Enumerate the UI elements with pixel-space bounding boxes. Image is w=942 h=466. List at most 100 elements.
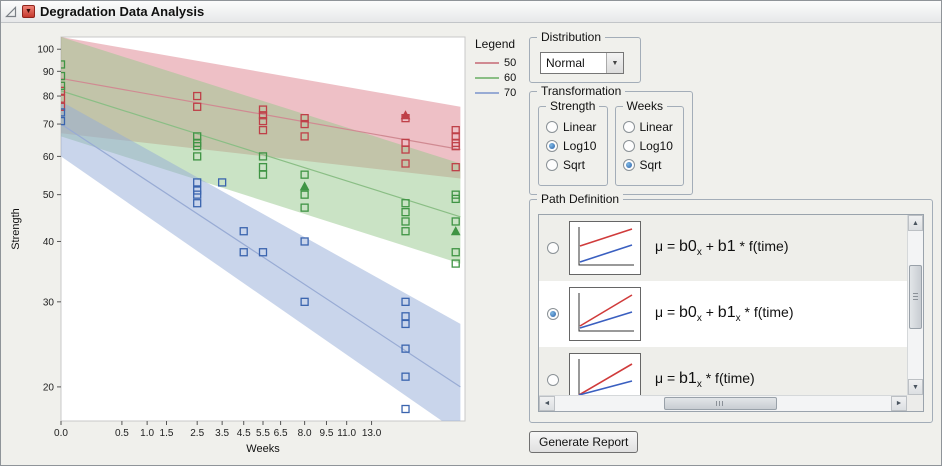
formula-term: + xyxy=(701,237,718,254)
data-point[interactable] xyxy=(300,237,309,246)
data-point[interactable] xyxy=(451,190,460,199)
path-option-3[interactable]: μ = b1x * f(time) xyxy=(539,347,907,395)
page-title: Degradation Data Analysis xyxy=(40,4,205,19)
x-tick-label: 1.0 xyxy=(140,428,154,439)
y-tick-label: 60 xyxy=(43,152,55,163)
data-point[interactable] xyxy=(401,319,410,329)
data-point[interactable] xyxy=(193,91,202,101)
radio-weeks-linear[interactable]: Linear xyxy=(616,117,684,136)
data-point[interactable] xyxy=(401,344,410,353)
data-point[interactable] xyxy=(58,94,66,103)
hscroll-thumb[interactable] xyxy=(664,397,777,410)
radio-strength-linear[interactable]: Linear xyxy=(539,117,607,136)
strength-vs-weeks-plot[interactable]: 0.0 0.5 1.0 1.5 2.5 3.5 4.5 5.5 6.5 8.0 9.5 11.0 13.… xyxy=(5,25,475,466)
formula-term: * f(time) xyxy=(701,369,755,386)
data-point[interactable] xyxy=(258,111,268,120)
vscroll-thumb[interactable] xyxy=(909,265,922,329)
data-point[interactable] xyxy=(401,145,410,154)
data-point[interactable] xyxy=(258,105,268,114)
scroll-right-button[interactable]: ► xyxy=(891,396,907,411)
scroll-up-button[interactable]: ▲ xyxy=(908,215,923,231)
data-point[interactable] xyxy=(401,372,410,381)
data-point[interactable] xyxy=(193,190,202,199)
radio-label: Sqrt xyxy=(563,157,586,172)
data-point[interactable] xyxy=(258,170,268,179)
disclosure-triangle-icon[interactable] xyxy=(5,5,17,18)
data-point[interactable] xyxy=(193,152,202,161)
data-point[interactable] xyxy=(58,60,66,69)
data-point[interactable] xyxy=(401,297,410,306)
data-point[interactable] xyxy=(58,102,66,111)
path-option-rows: μ = b0x + b1 * f(time) μ = b0x + b1x * f(… xyxy=(539,215,907,395)
vertical-scrollbar[interactable]: ▲ ▼ xyxy=(907,215,923,395)
data-point[interactable] xyxy=(258,116,268,126)
data-point[interactable] xyxy=(451,248,460,257)
data-point[interactable] xyxy=(300,297,309,306)
data-point[interactable] xyxy=(193,199,202,208)
radio-button-icon xyxy=(546,139,558,152)
data-point[interactable] xyxy=(58,116,66,126)
data-point[interactable] xyxy=(451,142,460,151)
formula-subscript: x xyxy=(696,379,702,391)
path-option-1[interactable]: μ = b0x + b1 * f(time) xyxy=(539,215,907,281)
red-triangle-menu-button[interactable]: ▼ xyxy=(22,5,35,18)
data-point[interactable] xyxy=(58,81,66,90)
data-point[interactable] xyxy=(193,186,202,195)
data-point[interactable] xyxy=(401,227,410,236)
data-point[interactable] xyxy=(401,159,410,168)
generate-report-button[interactable]: Generate Report xyxy=(529,431,639,453)
data-point[interactable] xyxy=(401,113,410,123)
data-point[interactable] xyxy=(300,190,309,199)
legend-entry: 50 xyxy=(475,55,527,70)
data-point-censored[interactable] xyxy=(299,181,310,191)
transformation-group-strength: Strength Linear Log10 Sqrt xyxy=(538,99,608,186)
horizontal-scrollbar[interactable]: ◄ ► xyxy=(539,395,907,411)
radio-weeks-sqrt[interactable]: Sqrt xyxy=(616,155,684,174)
data-point[interactable] xyxy=(58,86,66,96)
radio-button-icon xyxy=(622,120,635,133)
radio-strength-sqrt[interactable]: Sqrt xyxy=(539,155,607,174)
confidence-band-60 xyxy=(61,37,461,264)
data-point[interactable] xyxy=(451,217,460,226)
path-option-2[interactable]: μ = b0x + b1x * f(time) xyxy=(539,281,907,347)
data-point[interactable] xyxy=(401,207,410,217)
data-point[interactable] xyxy=(451,163,460,172)
data-point[interactable] xyxy=(300,132,309,141)
data-point[interactable] xyxy=(193,178,202,187)
radio-weeks-log10[interactable]: Log10 xyxy=(616,136,684,155)
data-point[interactable] xyxy=(239,227,248,236)
data-point[interactable] xyxy=(300,203,309,212)
radio-button-icon xyxy=(546,158,558,171)
x-tick-label: 8.0 xyxy=(298,428,312,439)
path-model-thumbnail xyxy=(569,287,641,341)
data-point[interactable] xyxy=(193,142,202,151)
data-point[interactable] xyxy=(193,102,202,111)
radio-strength-log10[interactable]: Log10 xyxy=(539,136,607,155)
distribution-select[interactable]: Normal ▼ xyxy=(540,52,624,74)
data-point[interactable] xyxy=(300,170,309,179)
data-point[interactable] xyxy=(258,152,268,161)
x-tick-label: 13.0 xyxy=(362,428,382,439)
data-point-censored[interactable] xyxy=(450,226,461,236)
radio-button-icon xyxy=(546,120,558,133)
data-point[interactable] xyxy=(451,125,460,135)
data-point[interactable] xyxy=(401,199,410,208)
data-point[interactable] xyxy=(401,217,410,226)
data-point[interactable] xyxy=(451,259,460,268)
x-axis-label: Weeks xyxy=(246,443,280,455)
data-point[interactable] xyxy=(300,119,309,129)
scroll-left-button[interactable]: ◄ xyxy=(539,396,555,411)
data-point[interactable] xyxy=(258,125,268,135)
data-point[interactable] xyxy=(300,113,309,123)
data-point[interactable] xyxy=(258,248,268,257)
scroll-down-button[interactable]: ▼ xyxy=(908,379,923,395)
data-point[interactable] xyxy=(217,178,227,187)
formula-term: * f(time) xyxy=(735,237,789,254)
data-point[interactable] xyxy=(58,71,66,81)
data-point[interactable] xyxy=(58,108,66,117)
data-point[interactable] xyxy=(401,404,410,414)
radio-label: Log10 xyxy=(563,138,597,153)
data-point[interactable] xyxy=(239,248,248,257)
data-point[interactable] xyxy=(451,194,460,204)
